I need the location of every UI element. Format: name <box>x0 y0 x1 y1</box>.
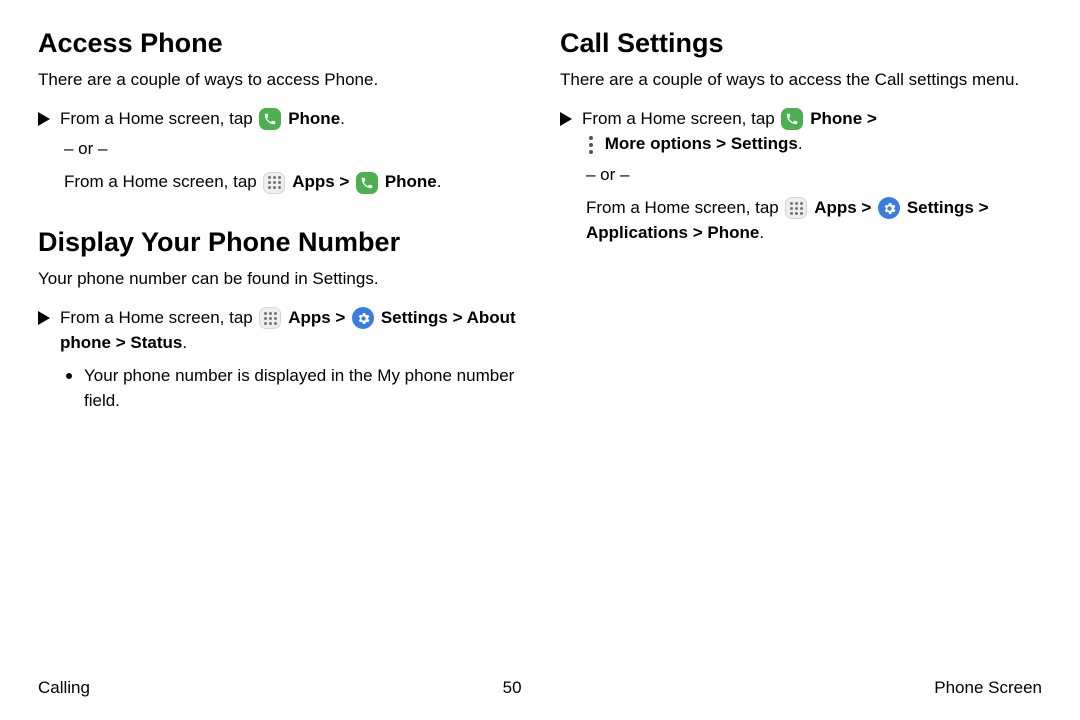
heading-display-number: Display Your Phone Number <box>38 227 520 258</box>
settings-icon <box>878 197 900 219</box>
bullet-dot-icon <box>66 373 72 379</box>
period: . <box>759 223 764 242</box>
heading-call-settings: Call Settings <box>560 28 1042 59</box>
settings-icon <box>352 307 374 329</box>
period: . <box>798 134 803 153</box>
footer-left: Calling <box>38 678 90 698</box>
text-from-home-r2: From a Home screen, tap <box>586 198 783 217</box>
more-options-icon <box>584 134 598 156</box>
text-from-home: From a Home screen, tap <box>60 109 257 128</box>
intro-access-phone: There are a couple of ways to access Pho… <box>38 69 520 92</box>
label-apps-bold: Apps <box>292 172 335 191</box>
intro-call-settings: There are a couple of ways to access the… <box>560 69 1042 92</box>
phone-icon <box>781 108 803 130</box>
chevron: > <box>448 308 467 327</box>
period: . <box>437 172 442 191</box>
label-phone-bold-r2: Phone <box>707 223 759 242</box>
period: . <box>340 109 345 128</box>
footer-right: Phone Screen <box>934 678 1042 698</box>
label-phone-bold-r1: Phone <box>810 109 862 128</box>
section-access-phone: Access Phone There are a couple of ways … <box>38 28 520 195</box>
text-from-home-3: From a Home screen, tap <box>60 308 257 327</box>
label-apps-bold-r: Apps <box>814 198 857 217</box>
phone-icon <box>356 172 378 194</box>
step-settings-path: From a Home screen, tap Apps > Settings … <box>38 305 520 356</box>
chevron: > <box>857 198 876 217</box>
step-phone-more-settings: From a Home screen, tap Phone > More opt… <box>560 106 1042 157</box>
period: . <box>182 333 187 352</box>
apps-icon <box>263 172 285 194</box>
triangle-bullet-icon <box>560 112 572 126</box>
label-phone-bold-2: Phone <box>385 172 437 191</box>
or-separator: – or – <box>38 139 520 159</box>
chevron: > <box>974 198 989 217</box>
or-separator-r: – or – <box>560 165 1042 185</box>
bullet-my-phone-number: Your phone number is displayed in the My… <box>66 364 520 413</box>
label-status-bold: Status <box>130 333 182 352</box>
label-settings-bold: Settings <box>381 308 448 327</box>
section-call-settings: Call Settings There are a couple of ways… <box>560 28 1042 246</box>
triangle-bullet-icon <box>38 112 50 126</box>
chevron: > <box>335 172 354 191</box>
phone-icon <box>259 108 281 130</box>
label-settings-bold-r2: Settings <box>907 198 974 217</box>
label-settings-bold-r1: Settings <box>731 134 798 153</box>
step-apps-settings-applications-phone: From a Home screen, tap Apps > Settings … <box>560 195 1042 246</box>
text-from-home-2: From a Home screen, tap <box>64 172 261 191</box>
heading-access-phone: Access Phone <box>38 28 520 59</box>
chevron: > <box>111 333 130 352</box>
label-apps-bold-2: Apps <box>288 308 331 327</box>
label-phone-bold: Phone <box>288 109 340 128</box>
chevron: > <box>711 134 730 153</box>
text-from-home-r1: From a Home screen, tap <box>582 109 779 128</box>
apps-icon <box>259 307 281 329</box>
triangle-bullet-icon <box>38 311 50 325</box>
page-footer: Calling 50 Phone Screen <box>38 678 1042 698</box>
label-more-options-bold: More options <box>605 134 712 153</box>
bullet-text: Your phone number is displayed in the My… <box>84 364 520 413</box>
apps-icon <box>785 197 807 219</box>
left-column: Access Phone There are a couple of ways … <box>38 28 520 445</box>
chevron: > <box>862 109 877 128</box>
section-display-number: Display Your Phone Number Your phone num… <box>38 227 520 413</box>
label-applications-bold: Applications <box>586 223 688 242</box>
intro-display-number: Your phone number can be found in Settin… <box>38 268 520 291</box>
footer-page-number: 50 <box>503 678 522 698</box>
chevron: > <box>688 223 707 242</box>
right-column: Call Settings There are a couple of ways… <box>560 28 1042 445</box>
step-home-apps-phone: From a Home screen, tap Apps > Phone. <box>38 169 520 195</box>
step-home-phone: From a Home screen, tap Phone. <box>38 106 520 132</box>
chevron: > <box>331 308 350 327</box>
